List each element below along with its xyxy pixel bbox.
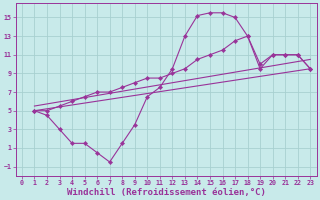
X-axis label: Windchill (Refroidissement éolien,°C): Windchill (Refroidissement éolien,°C): [67, 188, 266, 197]
